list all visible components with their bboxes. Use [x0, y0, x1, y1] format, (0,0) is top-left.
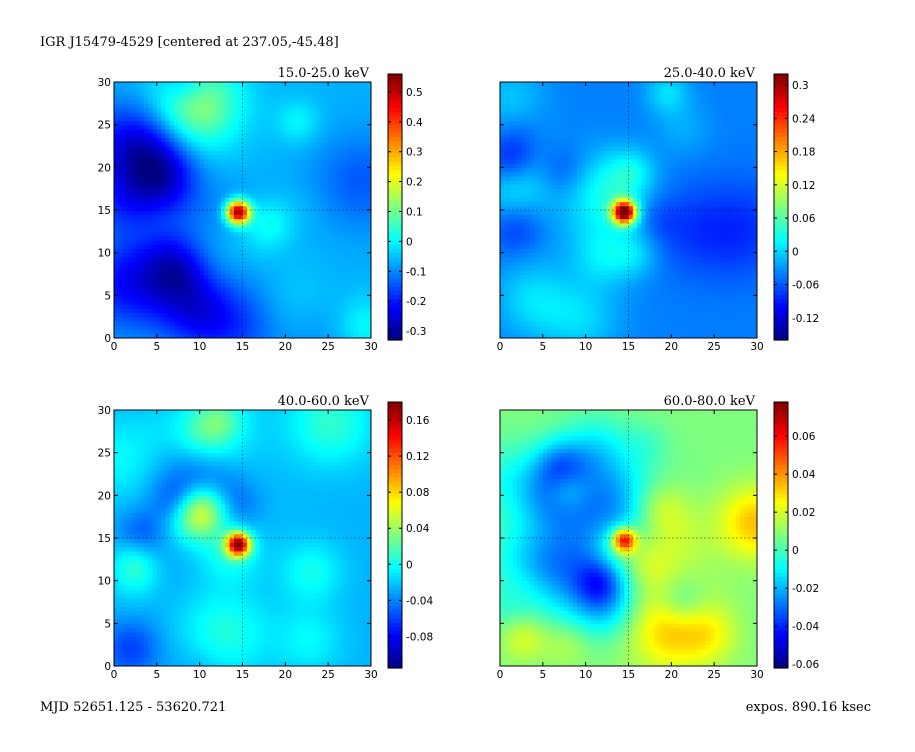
y-tick-label: 30 [98, 77, 111, 89]
x-tick-label: 25 [321, 341, 334, 353]
y-tick-label: 30 [98, 405, 111, 417]
panel-3: 40.0-60.0 keV 0 5 10 15 20 25 30 0 5 10 15 20 25 30 0.1… [98, 394, 434, 681]
colorbar-tick-label: 0 [792, 545, 799, 557]
panel-title: 40.0-60.0 keV [278, 394, 370, 409]
x-tick-label: 10 [193, 341, 206, 353]
x-tick-label: 20 [279, 669, 292, 681]
colorbar-tick-label: -0.08 [406, 631, 433, 643]
x-tick-label: 5 [539, 341, 546, 353]
panel-1: 15.0-25.0 keV 0 5 10 15 20 25 30 0 5 10 15 20 25 30 0.5… [98, 66, 427, 353]
heatmap-image [500, 410, 757, 666]
y-tick-label: 20 [98, 162, 111, 174]
x-tick-label: 10 [579, 341, 592, 353]
y-tick-label: 5 [104, 290, 111, 302]
x-tick-label: 10 [579, 669, 592, 681]
panel-4: 60.0-80.0 keV 0 5 10 15 20 25 30 0.06 0.04 0.02 0 -0… [497, 394, 820, 681]
x-tick-label: 5 [153, 669, 160, 681]
x-tick-label: 0 [111, 669, 118, 681]
y-tick-label: 15 [98, 533, 111, 545]
panel-title: 25.0-40.0 keV [664, 66, 756, 81]
colorbar-tick-label: 0.04 [406, 523, 430, 535]
x-tick-label: 0 [111, 341, 118, 353]
y-tick-label: 20 [98, 490, 111, 502]
x-tick-label: 0 [497, 669, 504, 681]
colorbar: 0.06 0.04 0.02 0 -0.02 -0.04 -0.06 [773, 401, 819, 671]
x-tick-label: 30 [364, 669, 377, 681]
colorbar-tick-label: 0.18 [792, 147, 815, 159]
colorbar-tick-label: 0.1 [406, 206, 423, 218]
colorbar-tick-label: 0.2 [406, 177, 423, 189]
x-tick-label: 25 [321, 669, 334, 681]
heatmap-image [500, 82, 757, 338]
colorbar-tick-label: -0.04 [406, 595, 433, 607]
x-tick-label: 30 [364, 341, 377, 353]
colorbar-tick-label: -0.1 [406, 266, 427, 278]
colorbar-tick-label: 0.12 [792, 180, 815, 192]
colorbar-tick-label: -0.3 [406, 326, 427, 338]
colorbar-tick-label: 0 [406, 236, 413, 248]
x-tick-label: 15 [236, 669, 249, 681]
x-tick-label: 15 [236, 341, 249, 353]
colorbar-tick-label: 0.5 [406, 87, 423, 99]
colorbar-frame [773, 73, 789, 341]
colorbar-tick-label: 0 [792, 246, 799, 258]
y-tick-label: 15 [98, 205, 111, 217]
colorbar: 0.5 0.4 0.3 0.2 0.1 0 -0.1 -0.2 -0.3 [387, 73, 427, 341]
y-tick-label: 10 [98, 248, 111, 260]
x-tick-label: 30 [750, 341, 763, 353]
x-tick-label: 20 [665, 669, 678, 681]
mjd-range-label: MJD 52651.125 - 53620.721 [40, 700, 227, 715]
colorbar-tick-label: 0.16 [406, 415, 430, 427]
x-tick-label: 15 [622, 669, 635, 681]
figure-title: IGR J15479-4529 [centered at 237.05,-45.… [40, 35, 339, 50]
colorbar-tick-label: 0 [406, 559, 413, 571]
y-tick-label: 5 [104, 618, 111, 630]
colorbar-tick-label: -0.2 [406, 296, 427, 308]
colorbar-tick-label: 0.3 [406, 147, 423, 159]
x-tick-label: 5 [153, 341, 160, 353]
colorbar-tick-label: 0.12 [406, 451, 429, 463]
colorbar-tick-label: -0.04 [792, 621, 819, 633]
x-tick-label: 30 [750, 669, 763, 681]
colorbar-frame [387, 401, 403, 669]
y-tick-label: 25 [98, 120, 111, 132]
colorbar-tick-label: 0.24 [792, 113, 816, 125]
x-tick-label: 15 [622, 341, 635, 353]
colorbar-tick-label: 0.06 [792, 213, 816, 225]
colorbar-frame [773, 401, 789, 669]
colorbar-tick-label: 0.08 [406, 487, 429, 499]
panel-2: 25.0-40.0 keV 0 5 10 15 20 25 30 0.3 0.24 0.18 0.12… [497, 66, 820, 353]
y-tick-label: 0 [104, 333, 111, 345]
colorbar-tick-label: 0.02 [792, 507, 815, 519]
panel-title: 15.0-25.0 keV [278, 66, 370, 81]
y-tick-label: 10 [98, 576, 111, 588]
panel-title: 60.0-80.0 keV [664, 394, 756, 409]
x-tick-label: 20 [665, 341, 678, 353]
x-tick-label: 25 [707, 669, 720, 681]
x-tick-label: 0 [497, 341, 504, 353]
colorbar-tick-label: 0.04 [792, 469, 816, 481]
colorbar-frame [387, 73, 403, 341]
colorbar-tick-label: -0.12 [792, 313, 819, 325]
colorbar: 0.3 0.24 0.18 0.12 0.06 0 -0.06 -0.12 [773, 73, 819, 341]
heatmap-image [114, 410, 371, 666]
heatmap-image [114, 82, 371, 338]
colorbar-tick-label: -0.06 [792, 280, 819, 292]
colorbar-tick-label: -0.02 [792, 583, 819, 595]
colorbar-tick-label: 0.4 [406, 117, 423, 129]
x-tick-label: 10 [193, 669, 206, 681]
colorbar: 0.16 0.12 0.08 0.04 0 -0.04 -0.08 [387, 401, 433, 669]
y-tick-label: 0 [104, 661, 111, 673]
x-tick-label: 20 [279, 341, 292, 353]
y-tick-label: 25 [98, 448, 111, 460]
x-tick-label: 25 [707, 341, 720, 353]
colorbar-tick-label: 0.06 [792, 431, 816, 443]
colorbar-tick-label: 0.3 [792, 80, 809, 92]
colorbar-tick-label: -0.06 [792, 659, 819, 671]
x-tick-label: 5 [539, 669, 546, 681]
exposure-label: expos. 890.16 ksec [745, 700, 871, 715]
